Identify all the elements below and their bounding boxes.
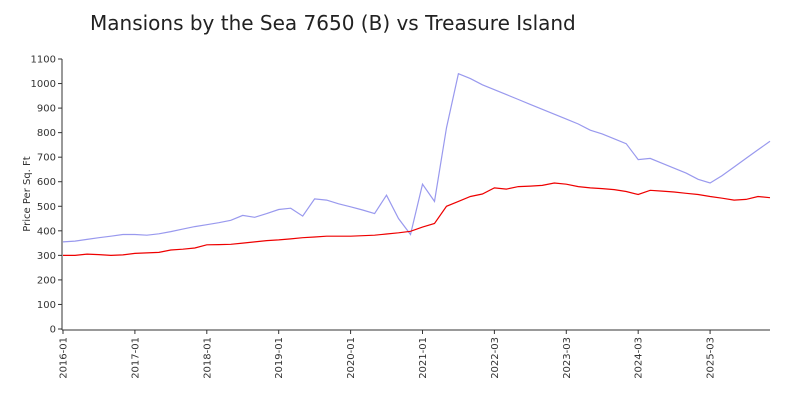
y-tick-label: 100 [37,300,56,311]
x-tick-label: 2025-03 [706,337,717,379]
x-tick-label: 2024-03 [634,337,645,379]
chart-title: Mansions by the Sea 7650 (B) vs Treasure… [90,11,576,35]
x-tick-label: 2019-01 [274,337,285,379]
line-series [62,72,771,243]
y-tick-label: 0 [50,325,56,336]
y-axis-label: Price Per Sq. Ft [22,156,33,231]
x-tick-label: 2020-01 [346,337,357,379]
y-tick-label: 200 [37,275,56,286]
x-tick-label: 2018-01 [202,337,213,379]
y-tick-label: 300 [37,251,56,262]
y-tick-label: 900 [37,104,56,115]
y-tick-label: 800 [37,128,56,139]
y-tick-label: 400 [37,226,56,237]
y-tick-label: 500 [37,202,56,213]
y-tick-label: 1100 [31,55,56,66]
y-tick-label: 1000 [31,79,56,90]
x-tick-label: 2021-01 [418,337,429,379]
y-tick-label: 600 [37,177,56,188]
x-tick-label: 2022-03 [490,337,501,379]
x-tick-label: 2023-03 [562,337,573,379]
y-tick-label: 700 [37,153,56,164]
x-tick-label: 2016-01 [59,337,70,379]
line-series [63,182,771,257]
x-tick-label: 2017-01 [130,337,141,379]
